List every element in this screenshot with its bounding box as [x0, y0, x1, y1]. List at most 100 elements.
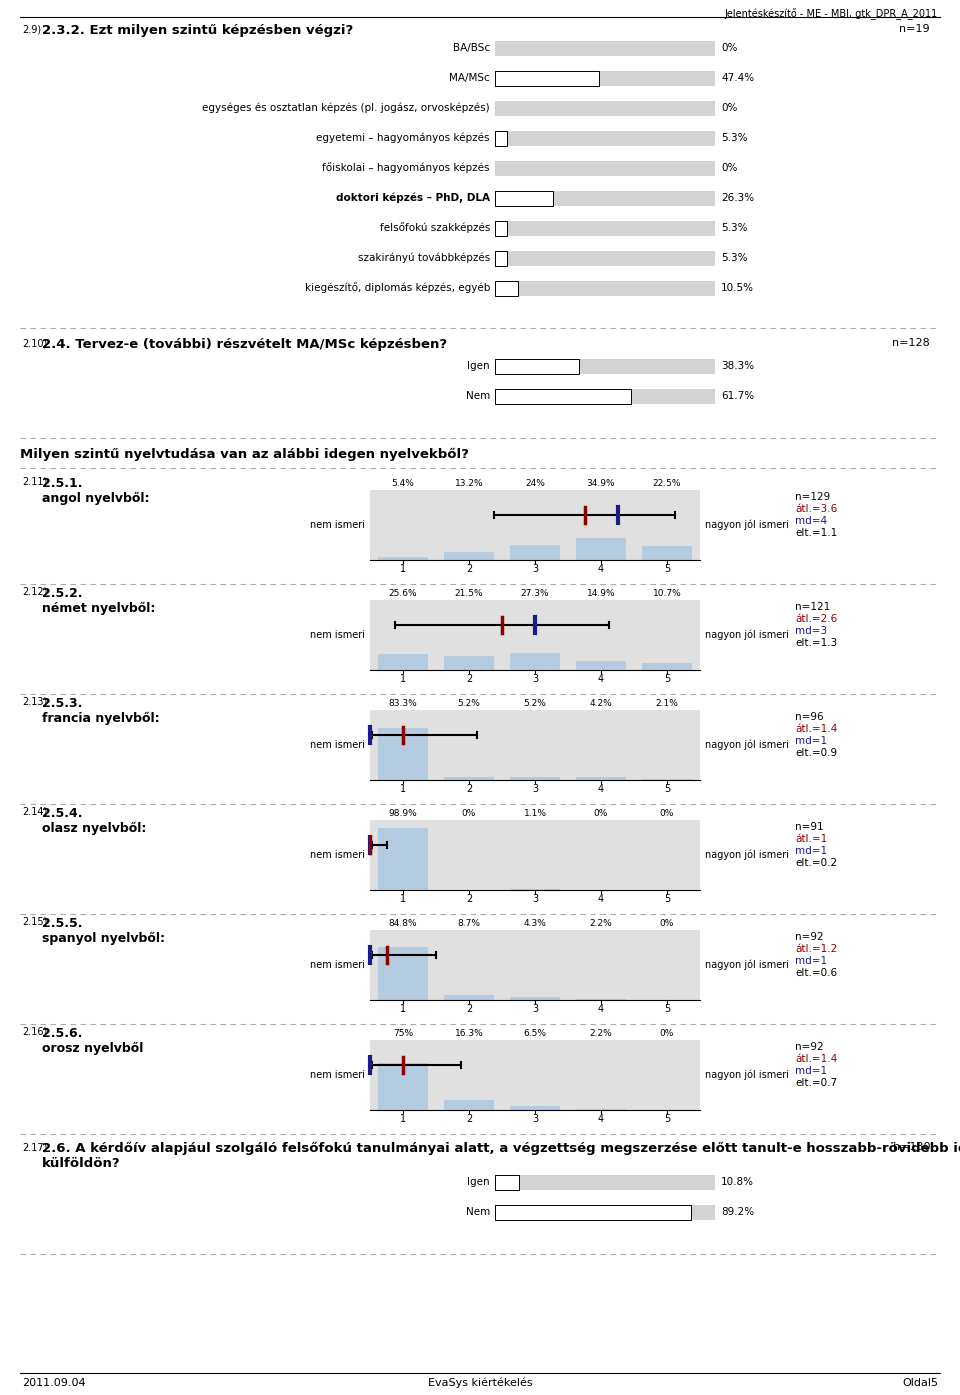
Text: nem ismeri: nem ismeri — [310, 850, 365, 859]
Text: 2.1%: 2.1% — [656, 699, 679, 709]
Text: nem ismeri: nem ismeri — [310, 960, 365, 970]
Text: nagyon jól ismeri: nagyon jól ismeri — [705, 1070, 789, 1080]
Bar — [370, 930, 700, 1000]
Text: 2.12): 2.12) — [22, 586, 47, 596]
Bar — [495, 191, 553, 205]
Bar — [495, 388, 715, 403]
Text: elt.=0.9: elt.=0.9 — [795, 748, 837, 757]
Text: md=4: md=4 — [795, 516, 828, 526]
Bar — [370, 600, 700, 670]
Text: n=19: n=19 — [900, 24, 930, 33]
Text: 2.4. Tervez-e (további) részvételt MA/MSc képzésben?: 2.4. Tervez-e (további) részvételt MA/MS… — [42, 338, 447, 352]
Text: 13.2%: 13.2% — [455, 478, 483, 488]
Text: Jelentéskészítő - ME - MBI, gtk_DPR_A_2011: Jelentéskészítő - ME - MBI, gtk_DPR_A_20… — [725, 8, 938, 20]
Text: 24%: 24% — [525, 478, 545, 488]
Text: 2.6. A kérdőív alapjául szolgáló felsőfokú tanulmányai alatt, a végzettség megsz: 2.6. A kérdőív alapjául szolgáló felsőfo… — [42, 1143, 960, 1155]
Text: 2011.09.04: 2011.09.04 — [22, 1378, 85, 1388]
Text: md=1: md=1 — [795, 845, 828, 857]
Text: 0%: 0% — [660, 919, 674, 928]
Text: orosz nyelvből: orosz nyelvből — [42, 1042, 143, 1055]
Text: md=1: md=1 — [795, 1066, 828, 1076]
Text: egyetemi – hagyományos képzés: egyetemi – hagyományos képzés — [317, 133, 490, 144]
Bar — [642, 663, 692, 670]
Text: 5: 5 — [664, 674, 670, 684]
Text: 3: 3 — [532, 784, 538, 794]
Bar — [444, 1099, 494, 1110]
Text: 2: 2 — [466, 894, 472, 904]
Text: 2: 2 — [466, 564, 472, 573]
Text: elt.=1.1: elt.=1.1 — [795, 527, 837, 538]
Text: n=91: n=91 — [795, 822, 824, 831]
Text: 2.16): 2.16) — [22, 1025, 47, 1036]
Text: 0%: 0% — [721, 103, 737, 113]
Text: Milyen szintű nyelvtudása van az alábbi idegen nyelvekből?: Milyen szintű nyelvtudása van az alábbi … — [20, 448, 468, 462]
Text: 2.11): 2.11) — [22, 476, 47, 485]
Text: átl.=1: átl.=1 — [795, 834, 828, 844]
Text: nagyon jól ismeri: nagyon jól ismeri — [705, 960, 789, 971]
Text: n=96: n=96 — [795, 711, 824, 723]
Text: 4: 4 — [598, 1115, 604, 1124]
Text: Oldal5: Oldal5 — [902, 1378, 938, 1388]
Text: 1: 1 — [400, 784, 406, 794]
Bar — [495, 359, 715, 374]
Text: 75%: 75% — [393, 1030, 413, 1038]
Bar — [495, 388, 631, 403]
Text: 4: 4 — [598, 894, 604, 904]
Bar — [495, 71, 599, 85]
Bar — [370, 1041, 700, 1110]
Bar — [444, 551, 494, 559]
Text: n=130: n=130 — [893, 1143, 930, 1152]
Text: 38.3%: 38.3% — [721, 361, 755, 371]
Bar — [378, 728, 428, 780]
Text: BA/BSc: BA/BSc — [453, 43, 490, 53]
Bar — [370, 490, 700, 559]
Text: 27.3%: 27.3% — [520, 589, 549, 598]
Bar — [576, 661, 626, 670]
Text: külföldön?: külföldön? — [42, 1156, 121, 1170]
Text: átl.=1.4: átl.=1.4 — [795, 724, 837, 734]
Bar — [495, 1175, 715, 1190]
Text: MA/MSc: MA/MSc — [449, 73, 490, 82]
Text: kiegészítő, diplomás képzés, egyéb: kiegészítő, diplomás képzés, egyéb — [304, 283, 490, 293]
Bar — [576, 777, 626, 780]
Text: átl.=1.2: átl.=1.2 — [795, 944, 837, 954]
Text: elt.=1.3: elt.=1.3 — [795, 638, 837, 649]
Text: 22.5%: 22.5% — [653, 478, 682, 488]
Text: 0%: 0% — [721, 163, 737, 173]
Text: 0%: 0% — [594, 809, 609, 817]
Text: elt.=0.7: elt.=0.7 — [795, 1078, 837, 1088]
Bar — [495, 131, 715, 145]
Text: 2.3.2. Ezt milyen szintű képzésben végzi?: 2.3.2. Ezt milyen szintű képzésben végzi… — [42, 24, 353, 38]
Text: 10.5%: 10.5% — [721, 283, 754, 293]
Text: 2.5.2.: 2.5.2. — [42, 587, 83, 600]
Text: 5.4%: 5.4% — [392, 478, 415, 488]
Text: 3: 3 — [532, 564, 538, 573]
Text: átl.=2.6: átl.=2.6 — [795, 614, 837, 624]
Bar — [510, 997, 560, 1000]
Text: 83.3%: 83.3% — [389, 699, 418, 709]
Text: 10.8%: 10.8% — [721, 1177, 754, 1187]
Bar — [510, 653, 560, 670]
Text: 4: 4 — [598, 674, 604, 684]
Text: 5.3%: 5.3% — [721, 252, 748, 264]
Text: 89.2%: 89.2% — [721, 1207, 755, 1216]
Text: 1: 1 — [400, 564, 406, 573]
Bar — [495, 280, 715, 296]
Text: 84.8%: 84.8% — [389, 919, 418, 928]
Text: 3: 3 — [532, 1115, 538, 1124]
Text: 1.1%: 1.1% — [523, 809, 546, 817]
Text: 0%: 0% — [660, 809, 674, 817]
Text: n=92: n=92 — [795, 1042, 824, 1052]
Text: 0%: 0% — [462, 809, 476, 817]
Text: 2: 2 — [466, 674, 472, 684]
Text: 8.7%: 8.7% — [458, 919, 481, 928]
Text: 1: 1 — [400, 674, 406, 684]
Bar — [495, 359, 579, 374]
Text: nagyon jól ismeri: nagyon jól ismeri — [705, 520, 789, 530]
Text: 2: 2 — [466, 1004, 472, 1014]
Text: angol nyelvből:: angol nyelvből: — [42, 492, 150, 505]
Text: 4: 4 — [598, 1004, 604, 1014]
Bar — [495, 40, 715, 56]
Text: átl.=1.4: átl.=1.4 — [795, 1055, 837, 1064]
Text: md=3: md=3 — [795, 626, 828, 636]
